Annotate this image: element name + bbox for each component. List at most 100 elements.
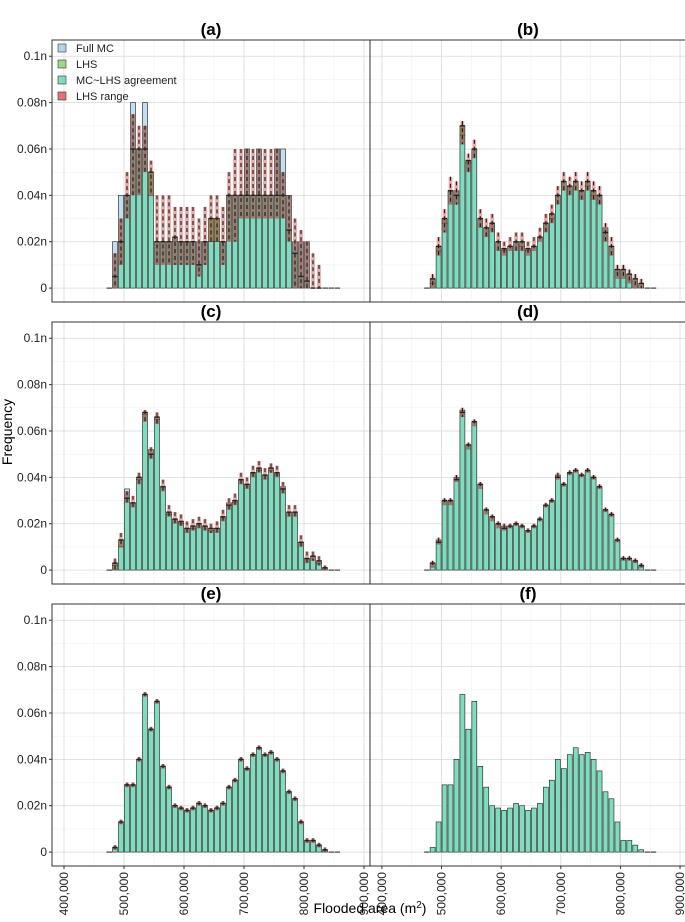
bar-agreement [596,486,603,571]
bar-agreement [172,805,178,853]
bar-agreement [507,807,513,853]
bar-lhs-range [305,551,309,564]
bar-agreement [118,821,124,853]
bar-agreement [226,786,232,853]
legend-swatch [57,91,67,101]
bar-agreement [596,195,603,289]
bar-agreement [507,246,513,289]
bar-agreement [274,759,280,853]
bar-agreement [525,810,531,853]
bar-range-overlap [269,468,273,473]
bar-agreement [154,419,160,571]
bar-agreement [244,484,250,571]
bar-agreement [578,190,585,289]
bar-lhs-range [317,264,321,289]
bar-agreement [202,525,208,571]
legend-label: MC~LHS agreement [76,75,177,87]
bar-agreement [250,754,256,853]
bar-agreement [196,803,202,853]
bar-agreement [447,784,454,853]
bar-range-overlap [478,484,483,489]
bar-lhs-range [191,519,195,531]
bar-agreement [268,470,274,571]
bar-agreement [190,528,196,571]
x-axis-title-superscript: 2 [416,900,422,911]
bar-agreement [441,500,448,571]
bar-agreement [501,810,507,853]
x-tick-label: 600,000 [177,872,191,916]
y-tick-label: 0 [40,281,47,295]
bar-agreement [566,185,573,289]
bar-agreement [477,766,484,853]
legend-item: LHS range [57,91,129,103]
bar-range-overlap [532,246,536,251]
bar-range-overlap [299,241,303,289]
x-tick-label: 400,000 [57,872,71,916]
bar-lhs-range [532,237,536,251]
x-tick-label: 700,000 [554,872,568,916]
bar-range-overlap [137,148,141,196]
bar-agreement [519,805,525,853]
bar-agreement [238,479,244,571]
bar-agreement [495,807,501,853]
legend-swatch [57,59,67,69]
legend-item: Full MC [57,43,114,55]
bar-range-overlap [436,246,441,256]
bar-range-overlap [185,241,189,265]
bar-agreement [148,728,154,853]
bar-agreement [232,779,238,853]
bar-agreement [453,759,460,853]
legend-swatch [57,43,67,53]
panel-title-e: (e) [201,584,222,603]
bar-agreement [220,803,226,853]
bar-range-overlap [466,444,471,450]
bar-lhs-range [287,505,291,517]
bar-range-overlap [579,190,584,200]
bar-agreement [531,807,537,853]
bar-agreement [537,518,543,571]
bar-agreement [584,470,591,571]
bar-agreement [507,525,513,571]
bar-agreement [256,747,262,853]
bar-agreement [441,222,448,289]
bar-agreement [543,786,549,853]
bar-lhs-range [269,148,273,219]
bar-range-overlap [496,241,501,251]
bar-range-overlap [203,241,207,265]
legend-item: MC~LHS agreement [57,75,177,87]
y-tick-label: 0.06n [17,424,47,438]
bar-agreement [166,514,172,571]
bar-agreement [543,222,549,289]
panel-border [369,321,685,585]
bar-agreement [632,844,639,853]
y-tick-label: 0 [40,845,47,859]
bar-agreement [608,798,615,853]
bar-agreement [244,768,250,853]
bar-lhs-range [173,512,177,524]
bar-agreement [471,421,478,571]
bar-agreement [471,701,478,853]
bar-agreement [584,185,591,289]
x-tick-label: 500,000 [117,872,131,916]
bar-agreement [489,805,496,853]
bar-range-overlap [125,195,129,219]
bar-range-overlap [317,560,321,566]
bar-agreement [142,414,148,571]
bar-agreement [160,486,166,571]
bar-agreement [286,511,292,571]
bar-agreement [124,784,130,853]
bar-agreement [232,502,238,571]
bar-agreement [578,754,585,853]
bar-agreement [238,759,244,853]
bar-range-overlap [490,223,495,233]
bar-agreement [220,516,226,571]
bar-lhs-range [299,535,303,547]
legend-label: LHS [76,59,97,71]
bar-agreement [638,849,645,853]
bar-agreement [178,807,184,853]
bar-agreement [166,786,172,853]
bar-agreement [142,694,148,853]
bar-agreement [602,791,609,853]
bar-range-overlap [221,241,225,265]
bar-range-overlap [567,186,572,196]
